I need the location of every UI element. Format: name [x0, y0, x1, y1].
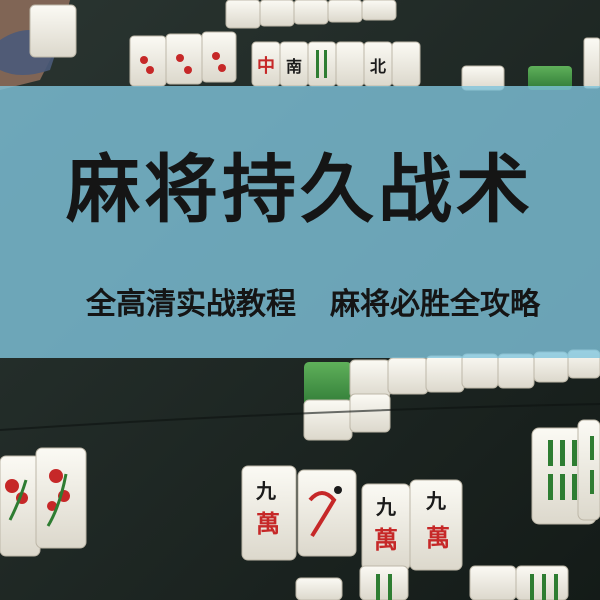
top-tile-glyphs: 中 南 北: [140, 50, 386, 78]
banner-subtitle-right: 麻将必胜全攻略: [330, 287, 540, 322]
banner-subtitle-left: 全高清实战教程: [86, 287, 296, 322]
tile-red-dragon: 中: [257, 55, 275, 77]
tile-wall-right: [303, 349, 600, 441]
left-tiles: [0, 447, 87, 557]
wan-tiles: [241, 465, 569, 600]
wan-numeral-3: 九: [425, 489, 446, 513]
wan-tile-glyphs: 九 萬 九 萬 九 萬: [255, 479, 450, 554]
title-banner: [0, 86, 600, 358]
wan-character-1: 萬: [256, 510, 280, 538]
wan-numeral-2: 九: [375, 495, 396, 519]
flower-tile-glyph: [308, 486, 342, 538]
bamboo-tiles: [376, 419, 600, 600]
tile-north-wind: 北: [370, 57, 386, 76]
top-tile-wall: [29, 0, 600, 91]
banner-title: 麻将持久战术: [66, 147, 534, 233]
wan-character-2: 萬: [374, 526, 398, 554]
wan-numeral-1: 九: [255, 479, 276, 503]
wan-character-3: 萬: [426, 524, 450, 552]
tile-south-wind: 南: [286, 57, 302, 76]
